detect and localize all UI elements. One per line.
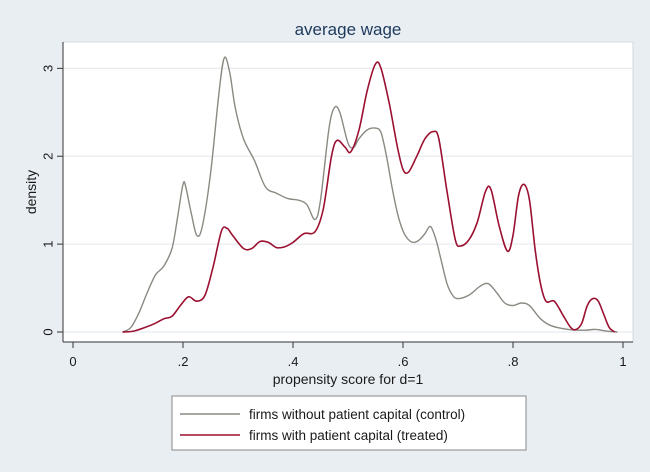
series-lines — [122, 56, 618, 333]
axes: 0 1 2 3 0 .2 .4 .6 .8 1 — [41, 42, 633, 369]
legend-label: firms with patient capital (treated) — [249, 428, 448, 443]
legend-items: firms without patient capital (control) f… — [180, 407, 465, 443]
chart-title: average wage — [295, 20, 402, 39]
x-tick-label: 1 — [619, 354, 626, 369]
y-tick-label: 3 — [41, 65, 56, 72]
legend — [171, 395, 527, 451]
x-tick-label: .2 — [178, 354, 189, 369]
series-line-treated — [122, 61, 616, 333]
legend-label: firms without patient capital (control) — [249, 407, 465, 422]
y-tick-label: 1 — [41, 241, 56, 248]
gridlines — [63, 67, 633, 333]
x-axis-label: propensity score for d=1 — [273, 371, 424, 387]
series-line-control — [122, 56, 618, 333]
y-tick-label: 0 — [41, 328, 56, 335]
y-axis-label: density — [23, 170, 39, 214]
x-tick-label: .4 — [288, 354, 299, 369]
x-tick-label: .8 — [508, 354, 519, 369]
x-tick-label: 0 — [69, 354, 76, 369]
plot-area — [62, 41, 634, 343]
y-tick-label: 2 — [41, 153, 56, 160]
x-tick-label: .6 — [398, 354, 409, 369]
